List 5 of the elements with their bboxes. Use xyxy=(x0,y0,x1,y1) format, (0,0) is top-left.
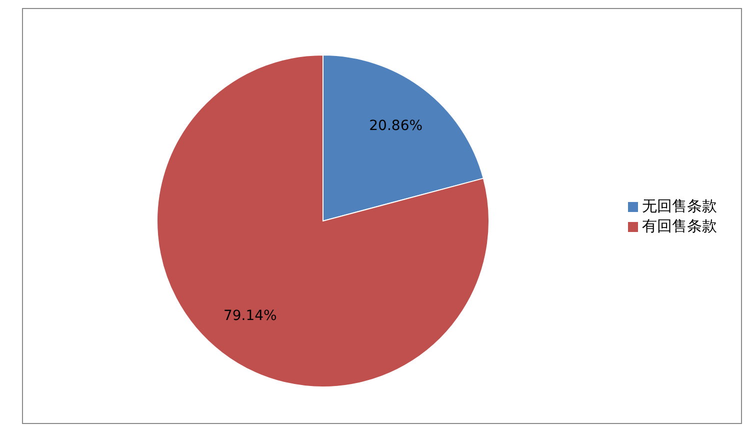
data-label: 20.86% xyxy=(369,118,423,134)
data-label: 79.14% xyxy=(223,308,277,324)
legend-label: 有回售条款 xyxy=(642,217,717,235)
pie-slice xyxy=(156,54,490,388)
legend-label: 无回售条款 xyxy=(642,197,717,215)
